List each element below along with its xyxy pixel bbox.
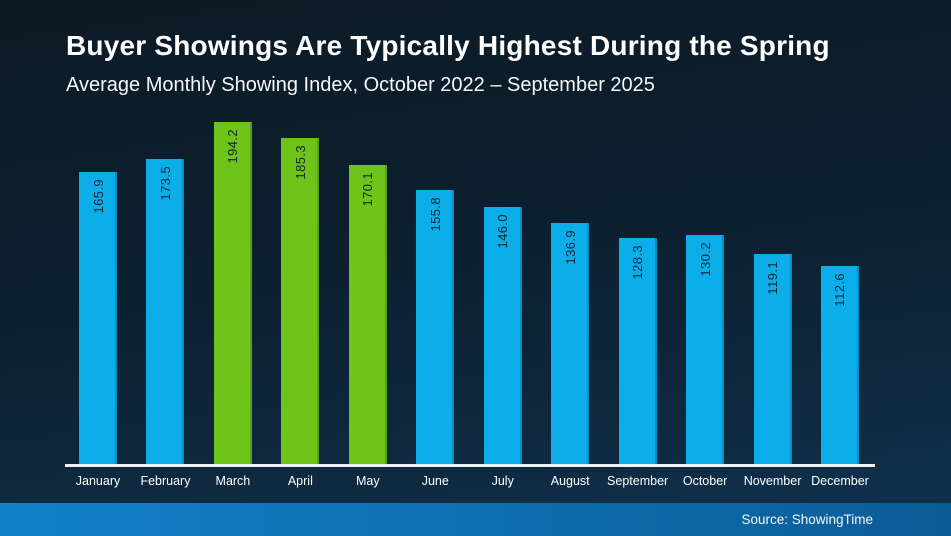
axis-label-cell-august: August: [550, 474, 590, 488]
bar-value-label-january: 165.9: [90, 179, 106, 214]
chart-header: Buyer Showings Are Typically Highest Dur…: [66, 30, 931, 97]
bar-value-label-february: 173.5: [157, 165, 173, 201]
axis-label-cell-february: February: [140, 474, 190, 488]
bar-december: 112.6: [820, 265, 859, 464]
bar-value-label-september: 128.3: [630, 245, 646, 280]
bar-september: 128.3: [618, 238, 657, 464]
bar-august: 136.9: [551, 223, 590, 464]
bar-chart: 165.9 173.5 194.2 185.3 170.1 155.8 146.0 136.9…: [65, 112, 875, 488]
bar-value-label-june: 155.8: [427, 196, 443, 232]
axis-label-february: February: [140, 474, 191, 488]
axis-label-october: October: [682, 474, 728, 488]
bar-april: 185.3: [281, 137, 320, 464]
axis-label-november: November: [743, 474, 802, 488]
axis-label-cell-april: April: [281, 474, 319, 488]
axis-label-september: September: [607, 474, 669, 488]
axis-label-cell-september: September: [607, 474, 668, 488]
axis-label-cell-december: December: [811, 474, 869, 488]
bar-october: 130.2: [686, 234, 725, 464]
footer-bar: Source: ShowingTime: [0, 503, 951, 536]
chart-subtitle: Average Monthly Showing Index, October 2…: [66, 74, 655, 97]
bar-value-label-october: 130.2: [697, 241, 713, 277]
axis-label-august: August: [550, 474, 590, 488]
bar-value-label-april: 185.3: [292, 144, 308, 180]
axis-label-cell-january: January: [75, 474, 121, 488]
source-label: Source: ShowingTime: [741, 512, 873, 527]
bar-july: 146.0: [483, 207, 522, 464]
axis-label-december: December: [811, 474, 869, 488]
bars-row: 165.9 173.5 194.2 185.3 170.1 155.8 146.0 136.9…: [65, 112, 875, 467]
bar-may: 170.1: [348, 164, 387, 464]
axis-label-cell-may: May: [349, 474, 387, 488]
axis-label-may: May: [356, 474, 380, 488]
axis-label-cell-july: July: [484, 474, 522, 488]
axis-label-january: January: [75, 474, 121, 488]
axis-label-july: July: [491, 474, 514, 488]
axis-label-cell-june: June: [416, 474, 454, 488]
bar-march: 194.2: [213, 122, 252, 464]
months-row: January February March April May June July Augu…: [65, 467, 875, 488]
bar-value-label-july: 146.0: [495, 214, 511, 249]
bar-value-label-may: 170.1: [360, 171, 376, 207]
chart-title: Buyer Showings Are Typically Highest Dur…: [66, 30, 830, 61]
bar-value-label-december: 112.6: [832, 272, 848, 307]
axis-label-cell-november: November: [744, 474, 802, 488]
bar-november: 119.1: [753, 254, 792, 464]
bar-january: 165.9: [79, 172, 117, 464]
bar-value-label-november: 119.1: [765, 261, 781, 295]
axis-label-cell-march: March: [214, 474, 252, 488]
axis-label-april: April: [287, 474, 313, 488]
axis-label-march: March: [215, 474, 251, 488]
bar-value-label-march: 194.2: [225, 129, 241, 164]
axis-label-june: June: [421, 474, 449, 488]
bar-february: 173.5: [146, 158, 185, 464]
axis-label-cell-october: October: [682, 474, 728, 488]
bar-june: 155.8: [416, 189, 455, 464]
bar-value-label-august: 136.9: [562, 230, 578, 265]
